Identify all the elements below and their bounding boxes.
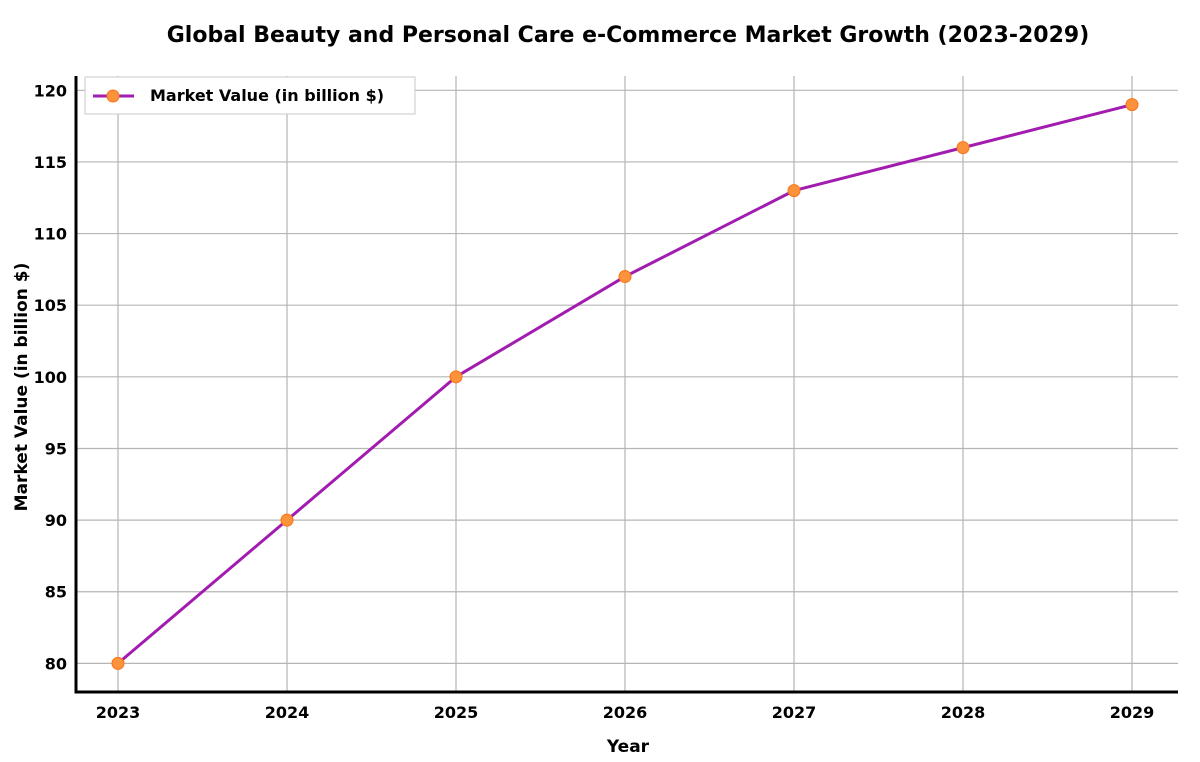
x-tick-label: 2025 [434, 703, 479, 722]
grid [76, 76, 1178, 692]
legend-box [84, 76, 416, 115]
y-tick-label: 80 [45, 654, 67, 673]
y-tick-label: 105 [34, 296, 67, 315]
x-tick-label: 2024 [265, 703, 310, 722]
x-tick-labels: 2023 2024 2025 2026 2027 2028 2029 [96, 703, 1155, 722]
y-tick-label: 110 [34, 225, 67, 244]
axes [74, 76, 1178, 694]
x-tick-label: 2026 [603, 703, 648, 722]
data-point [111, 656, 125, 670]
data-point [618, 270, 632, 284]
y-tick-label: 120 [34, 81, 67, 100]
data-point [449, 370, 463, 384]
legend-marker-swatch [106, 89, 120, 103]
legend-label: Market Value (in billion $) [150, 86, 384, 105]
legend: Market Value (in billion $) [84, 76, 416, 115]
y-axis-label: Market Value (in billion $) [12, 263, 32, 512]
data-point [1125, 98, 1139, 112]
y-tick-label: 90 [45, 511, 67, 530]
x-axis-label: Year [606, 737, 650, 757]
x-tick-label: 2023 [96, 703, 141, 722]
data-point [956, 141, 970, 155]
data-points [111, 98, 1139, 670]
y-tick-label: 85 [45, 583, 67, 602]
chart-title: Global Beauty and Personal Care e-Commer… [167, 23, 1090, 48]
y-tick-label: 100 [34, 368, 67, 387]
x-tick-label: 2028 [941, 703, 986, 722]
y-tick-label: 95 [45, 439, 67, 458]
y-tick-labels: 80 85 90 95 100 105 110 115 120 [34, 81, 67, 673]
data-point [280, 513, 294, 527]
y-tick-label: 115 [34, 153, 67, 172]
x-tick-label: 2027 [772, 703, 817, 722]
x-tick-label: 2029 [1110, 703, 1155, 722]
data-point [787, 184, 801, 198]
